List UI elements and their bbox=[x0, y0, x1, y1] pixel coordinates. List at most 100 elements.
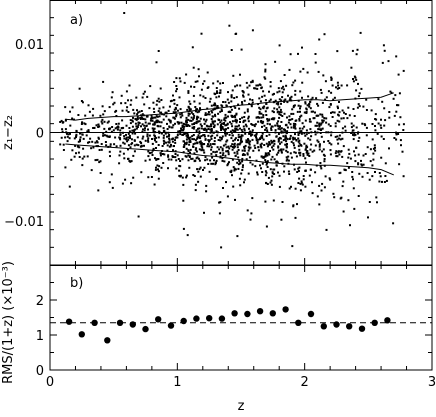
scatter-point bbox=[249, 140, 252, 143]
scatter-point bbox=[237, 133, 240, 136]
scatter-point bbox=[399, 139, 402, 142]
y-axis-title-a: z₁−z₂ bbox=[1, 115, 16, 150]
scatter-point bbox=[167, 154, 170, 157]
scatter-point bbox=[247, 120, 250, 123]
scatter-point bbox=[288, 173, 291, 175]
scatter-point bbox=[324, 98, 327, 101]
scatter-point bbox=[230, 108, 233, 111]
scatter-point bbox=[188, 107, 191, 110]
scatter-point bbox=[309, 100, 312, 103]
scatter-point bbox=[308, 155, 311, 157]
scatter-point bbox=[299, 107, 301, 110]
scatter-point bbox=[308, 120, 311, 123]
scatter-point bbox=[204, 138, 207, 141]
scatter-point bbox=[328, 177, 331, 180]
scatter-point bbox=[224, 143, 227, 146]
scatter-point bbox=[314, 171, 317, 174]
scatter-point bbox=[208, 145, 211, 148]
scatter-point bbox=[120, 102, 123, 105]
scatter-point bbox=[297, 145, 300, 148]
scatter-point bbox=[133, 130, 136, 133]
scatter-point bbox=[227, 101, 230, 104]
scatter-point bbox=[342, 117, 345, 120]
scatter-point bbox=[295, 139, 298, 142]
scatter-point bbox=[230, 137, 233, 140]
scatter-point bbox=[232, 139, 235, 142]
scatter-point bbox=[264, 128, 267, 131]
scatter-point bbox=[210, 148, 213, 151]
scatter-point bbox=[298, 151, 301, 154]
scatter-point bbox=[130, 160, 133, 163]
scatter-point bbox=[297, 99, 300, 102]
scatter-point bbox=[197, 170, 200, 173]
scatter-point bbox=[278, 113, 281, 116]
scatter-point bbox=[198, 120, 201, 123]
scatter-point bbox=[388, 116, 391, 119]
scatter-point bbox=[279, 113, 282, 116]
scatter-point bbox=[233, 143, 236, 146]
scatter-point bbox=[337, 84, 340, 87]
scatter-point bbox=[321, 115, 324, 118]
scatter-point bbox=[228, 133, 231, 136]
scatter-point bbox=[397, 133, 400, 135]
scatter-point bbox=[214, 113, 216, 116]
scatter-point bbox=[355, 146, 358, 149]
scatter-point bbox=[68, 137, 71, 140]
scatter-point bbox=[214, 93, 217, 96]
scatter-point bbox=[361, 122, 364, 125]
scatter-point bbox=[323, 33, 326, 36]
scatter-point bbox=[156, 164, 159, 167]
scatter-point bbox=[273, 140, 276, 143]
scatter-point bbox=[381, 61, 384, 64]
scatter-point bbox=[362, 163, 365, 166]
scatter-point bbox=[187, 154, 190, 157]
scatter-point bbox=[350, 66, 353, 69]
scatter-point bbox=[378, 180, 381, 183]
scatter-point bbox=[195, 147, 198, 150]
scatter-point bbox=[149, 85, 152, 88]
scatter-point bbox=[193, 86, 196, 88]
scatter-point bbox=[268, 153, 271, 156]
scatter-point bbox=[195, 129, 198, 132]
rms-point bbox=[307, 310, 315, 318]
scatter-point bbox=[99, 160, 102, 163]
scatter-point bbox=[62, 143, 65, 146]
scatter-point bbox=[80, 128, 83, 131]
scatter-point bbox=[73, 155, 76, 158]
scatter-point bbox=[147, 140, 150, 143]
scatter-point bbox=[135, 118, 138, 121]
scatter-point bbox=[196, 111, 199, 114]
scatter-point bbox=[299, 70, 302, 73]
scatter-point bbox=[242, 91, 245, 94]
scatter-point bbox=[152, 128, 155, 131]
scatter-point bbox=[198, 110, 201, 113]
scatter-point bbox=[117, 126, 120, 129]
scatter-point bbox=[380, 118, 382, 121]
scatter-point bbox=[298, 148, 301, 151]
scatter-point bbox=[189, 136, 192, 139]
scatter-point bbox=[206, 87, 209, 89]
scatter-point bbox=[158, 100, 161, 103]
scatter-point bbox=[243, 153, 246, 156]
scatter-point bbox=[140, 145, 143, 148]
scatter-point bbox=[248, 156, 251, 159]
scatter-point bbox=[200, 88, 203, 91]
scatter-point bbox=[323, 117, 326, 120]
scatter-point bbox=[153, 183, 156, 186]
scatter-point bbox=[353, 75, 356, 78]
scatter-point bbox=[175, 88, 178, 90]
scatter-point bbox=[283, 129, 286, 132]
scatter-point bbox=[144, 127, 146, 130]
scatter-point bbox=[243, 111, 246, 114]
scatter-point bbox=[113, 143, 116, 146]
scatter-point bbox=[239, 84, 242, 87]
scatter-point bbox=[231, 134, 234, 137]
scatter-point bbox=[240, 135, 243, 138]
scatter-point bbox=[141, 113, 144, 116]
scatter-point bbox=[301, 183, 304, 186]
scatter-point bbox=[191, 46, 194, 49]
scatter-point bbox=[69, 110, 71, 113]
scatter-point bbox=[303, 125, 306, 128]
scatter-point bbox=[303, 111, 306, 114]
scatter-point bbox=[286, 130, 289, 133]
